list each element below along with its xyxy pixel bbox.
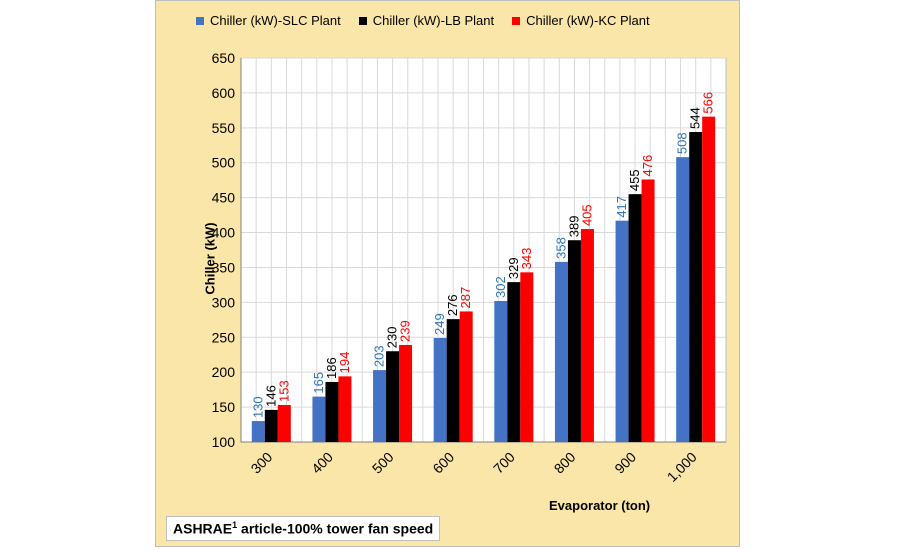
legend-item-kc: Chiller (kW)-KC Plant [512,13,650,28]
data-label: 358 [553,237,568,259]
y-tick-label: 100 [212,434,236,450]
y-axis-title: Chiller (kW) [202,222,218,295]
data-label: 186 [324,357,339,379]
bar [264,409,278,442]
y-tick-label: 500 [212,155,236,171]
bar [338,376,352,442]
bar [580,229,594,442]
bar [277,404,291,442]
legend-swatch-slc [196,16,204,25]
data-label: 153 [276,380,291,402]
legend-item-slc: Chiller (kW)-SLC Plant [196,13,341,28]
data-label: 417 [614,196,629,218]
data-label: 405 [579,204,594,226]
bar [628,194,642,442]
footnote-suffix: article-100% tower fan speed [237,520,434,537]
bar [386,351,400,442]
data-label: 230 [385,327,400,349]
data-label: 146 [263,385,278,407]
y-tick-label: 250 [212,329,236,345]
x-tick-label: 700 [490,449,518,477]
y-tick-label: 600 [212,85,236,101]
bar [373,370,387,442]
bar [641,179,655,442]
bar [399,344,413,442]
data-label: 302 [493,276,508,298]
y-tick-label: 650 [212,50,236,66]
bar [676,157,690,442]
y-tick-label: 150 [212,399,236,415]
bar [689,132,703,443]
bar [554,261,568,442]
data-label: 566 [701,92,716,114]
data-label: 165 [311,372,326,394]
y-tick-label: 550 [212,120,236,136]
data-label: 389 [566,216,581,238]
bar [433,337,447,442]
x-axis-title: Evaporator (ton) [549,498,651,513]
legend-swatch-lb [358,16,367,25]
x-tick-label: 600 [429,449,457,477]
bar [494,300,508,442]
bar [251,421,265,442]
bar [567,240,581,442]
bar [615,220,629,442]
bar-chart: 1001502002503003504004505005506006501301… [212,50,727,485]
x-tick-label: 900 [611,449,639,477]
legend-label-kc: Chiller (kW)-KC Plant [526,13,650,28]
data-label: 287 [458,287,473,309]
data-label: 343 [519,248,534,270]
data-label: 239 [398,320,413,342]
y-tick-label: 400 [212,225,236,241]
footnote: ASHRAE1 article-100% tower fan speed [166,516,441,541]
bar [507,282,521,442]
data-label: 544 [688,107,703,129]
legend-swatch-kc [512,16,521,25]
footnote-superscript: 1 [232,520,238,530]
x-tick-label: 500 [369,449,397,477]
data-label: 508 [675,132,690,154]
y-tick-label: 300 [212,294,236,310]
x-tick-label: 1,000 [664,449,700,485]
bar [446,319,460,442]
x-tick-label: 800 [551,449,579,477]
y-tick-label: 350 [212,259,236,275]
bar [312,396,326,442]
legend-label-slc: Chiller (kW)-SLC Plant [210,13,341,28]
x-tick-label: 300 [248,449,276,477]
data-label: 329 [506,257,521,279]
data-label: 276 [445,294,460,316]
data-label: 476 [640,155,655,177]
data-label: 203 [372,345,387,367]
chart-area: 100 150 200 250 300 350 400 450 500 550 600 650 130 1… [155,0,740,547]
bar [325,381,339,442]
x-tick-label: 400 [308,449,336,477]
bar [459,311,473,442]
data-label: 194 [337,352,352,374]
footnote-prefix: ASHRAE [173,520,233,537]
data-label: 455 [627,169,642,191]
data-label: 130 [250,396,265,418]
legend-item-lb: Chiller (kW)-LB Plant [358,13,495,28]
legend: Chiller (kW)-SLC Plant Chiller (kW)-LB P… [196,13,650,28]
data-label: 249 [432,313,447,335]
bar [702,116,716,442]
y-tick-label: 450 [212,190,236,206]
legend-label-lb: Chiller (kW)-LB Plant [372,13,495,28]
bar [520,272,534,442]
y-tick-label: 200 [212,364,236,380]
